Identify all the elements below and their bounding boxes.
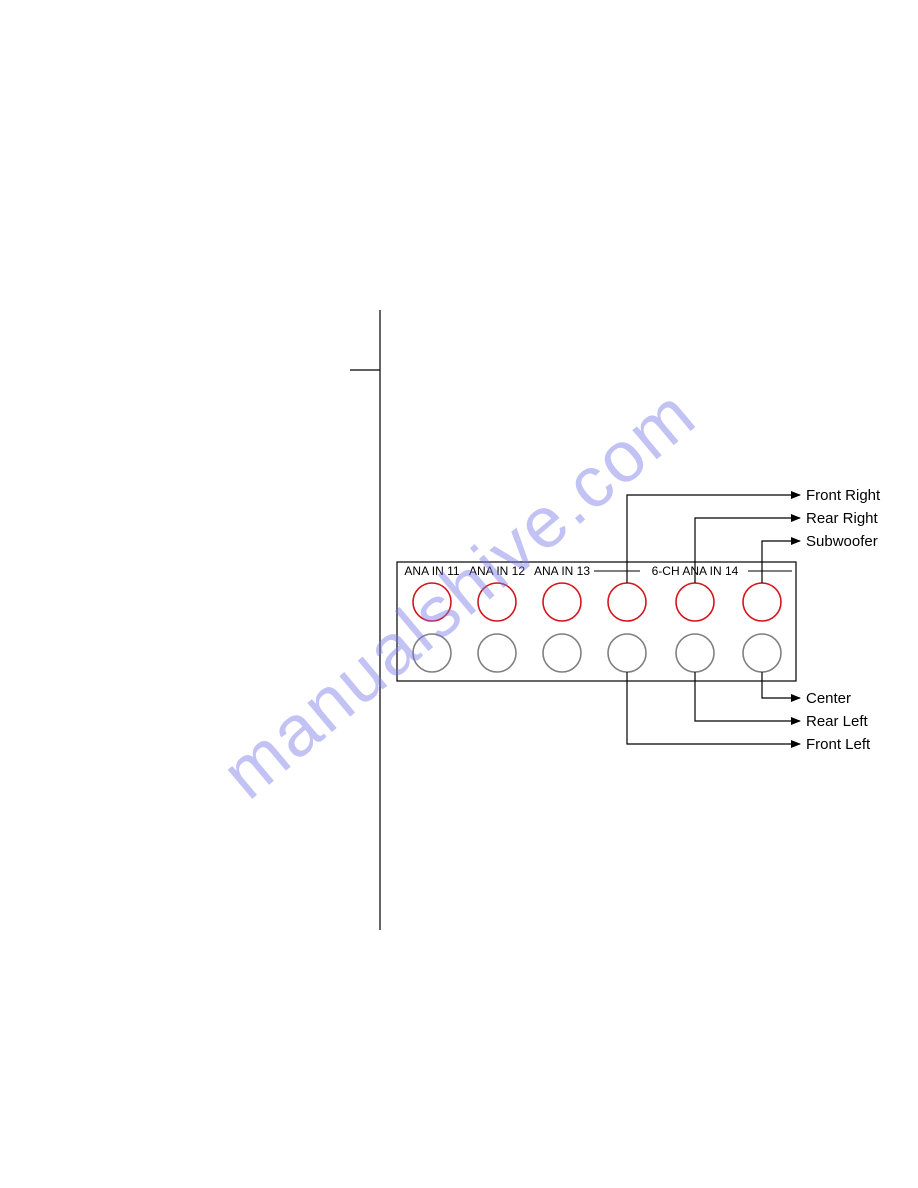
- top-callout-labels: Front Right Rear Right Subwoofer: [806, 487, 881, 550]
- jack-top-3: [543, 583, 581, 621]
- jack-bot-5: [676, 634, 714, 672]
- connector-panel: [397, 562, 796, 681]
- header-labels: ANA IN 11 ANA IN 12 ANA IN 13 6-CH ANA I…: [404, 564, 792, 578]
- jack-top-4: [608, 583, 646, 621]
- lead-front-left: [627, 672, 800, 744]
- label-front-right: Front Right: [806, 487, 881, 504]
- lead-rear-left: [695, 672, 800, 721]
- bottom-callout-labels: Center Rear Left Front Left: [806, 690, 871, 753]
- label-subwoofer: Subwoofer: [806, 533, 878, 550]
- jack-bot-2: [478, 634, 516, 672]
- jack-bot-4: [608, 634, 646, 672]
- jack-top-6: [743, 583, 781, 621]
- jack-top-1: [413, 583, 451, 621]
- label-rear-left: Rear Left: [806, 713, 869, 730]
- label-front-left: Front Left: [806, 736, 871, 753]
- lead-center: [762, 672, 800, 698]
- jack-bot-3: [543, 634, 581, 672]
- jack-top-2: [478, 583, 516, 621]
- frame-line: [350, 310, 380, 930]
- jack-bot-1: [413, 634, 451, 672]
- top-row-jacks: [413, 583, 781, 621]
- header-label-3: ANA IN 13: [534, 564, 590, 578]
- jack-bot-6: [743, 634, 781, 672]
- label-center: Center: [806, 690, 851, 707]
- label-rear-right: Rear Right: [806, 510, 879, 527]
- header-label-1: ANA IN 11: [404, 564, 459, 578]
- header-label-2: ANA IN 12: [469, 564, 525, 578]
- jack-top-5: [676, 583, 714, 621]
- connector-diagram: ANA IN 11 ANA IN 12 ANA IN 13 6-CH ANA I…: [0, 0, 918, 1188]
- bottom-callouts: [627, 672, 800, 744]
- bottom-row-jacks: [413, 634, 781, 672]
